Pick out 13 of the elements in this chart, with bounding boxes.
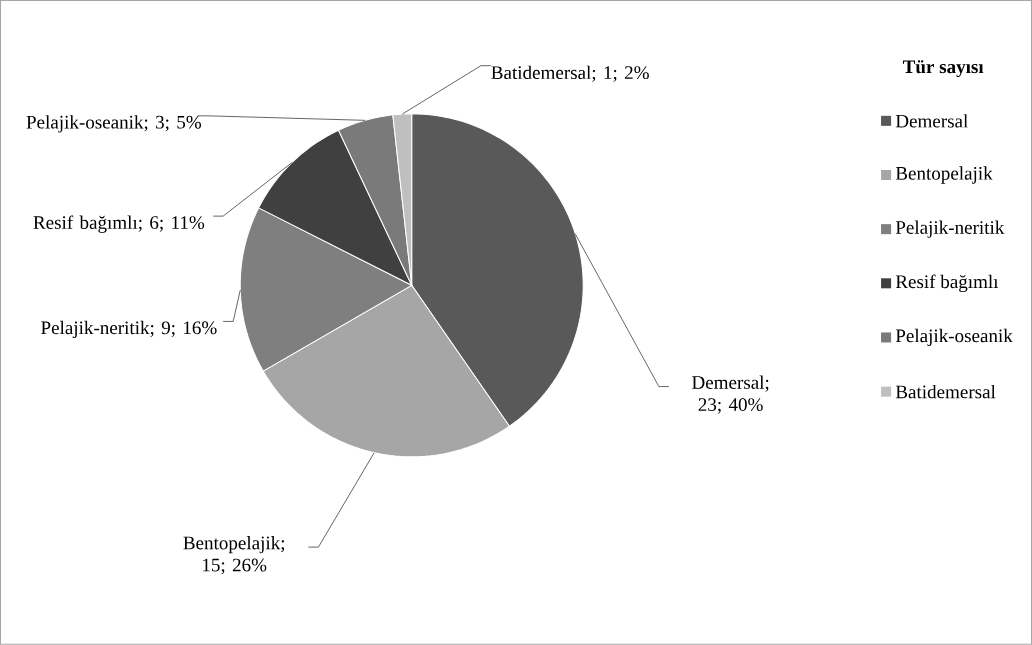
data-label: Resif bağımlı; 6; 11%	[33, 215, 205, 233]
legend-label: Batidemersal	[895, 385, 996, 399]
data-label: Batidemersal; 1; 2%	[491, 65, 649, 82]
data-label: Demersal; 23; 40%	[692, 375, 769, 414]
data-label: Pelajik-neritik; 9; 16%	[41, 320, 217, 339]
legend-title: Tür sayısı	[902, 60, 984, 78]
legend-label: Demersal	[895, 114, 968, 128]
legend-label: Bentopelajik	[895, 166, 993, 184]
data-label: Bentopelajik; 15; 26%	[183, 536, 285, 575]
legend-label: Pelajik-oseanik	[895, 328, 1013, 347]
data-label: Pelajik-oseanik; 3; 5%	[26, 115, 202, 133]
legend-label: Resif bağımlı	[895, 274, 999, 293]
legend-label: Pelajik-neritik	[895, 220, 1005, 238]
